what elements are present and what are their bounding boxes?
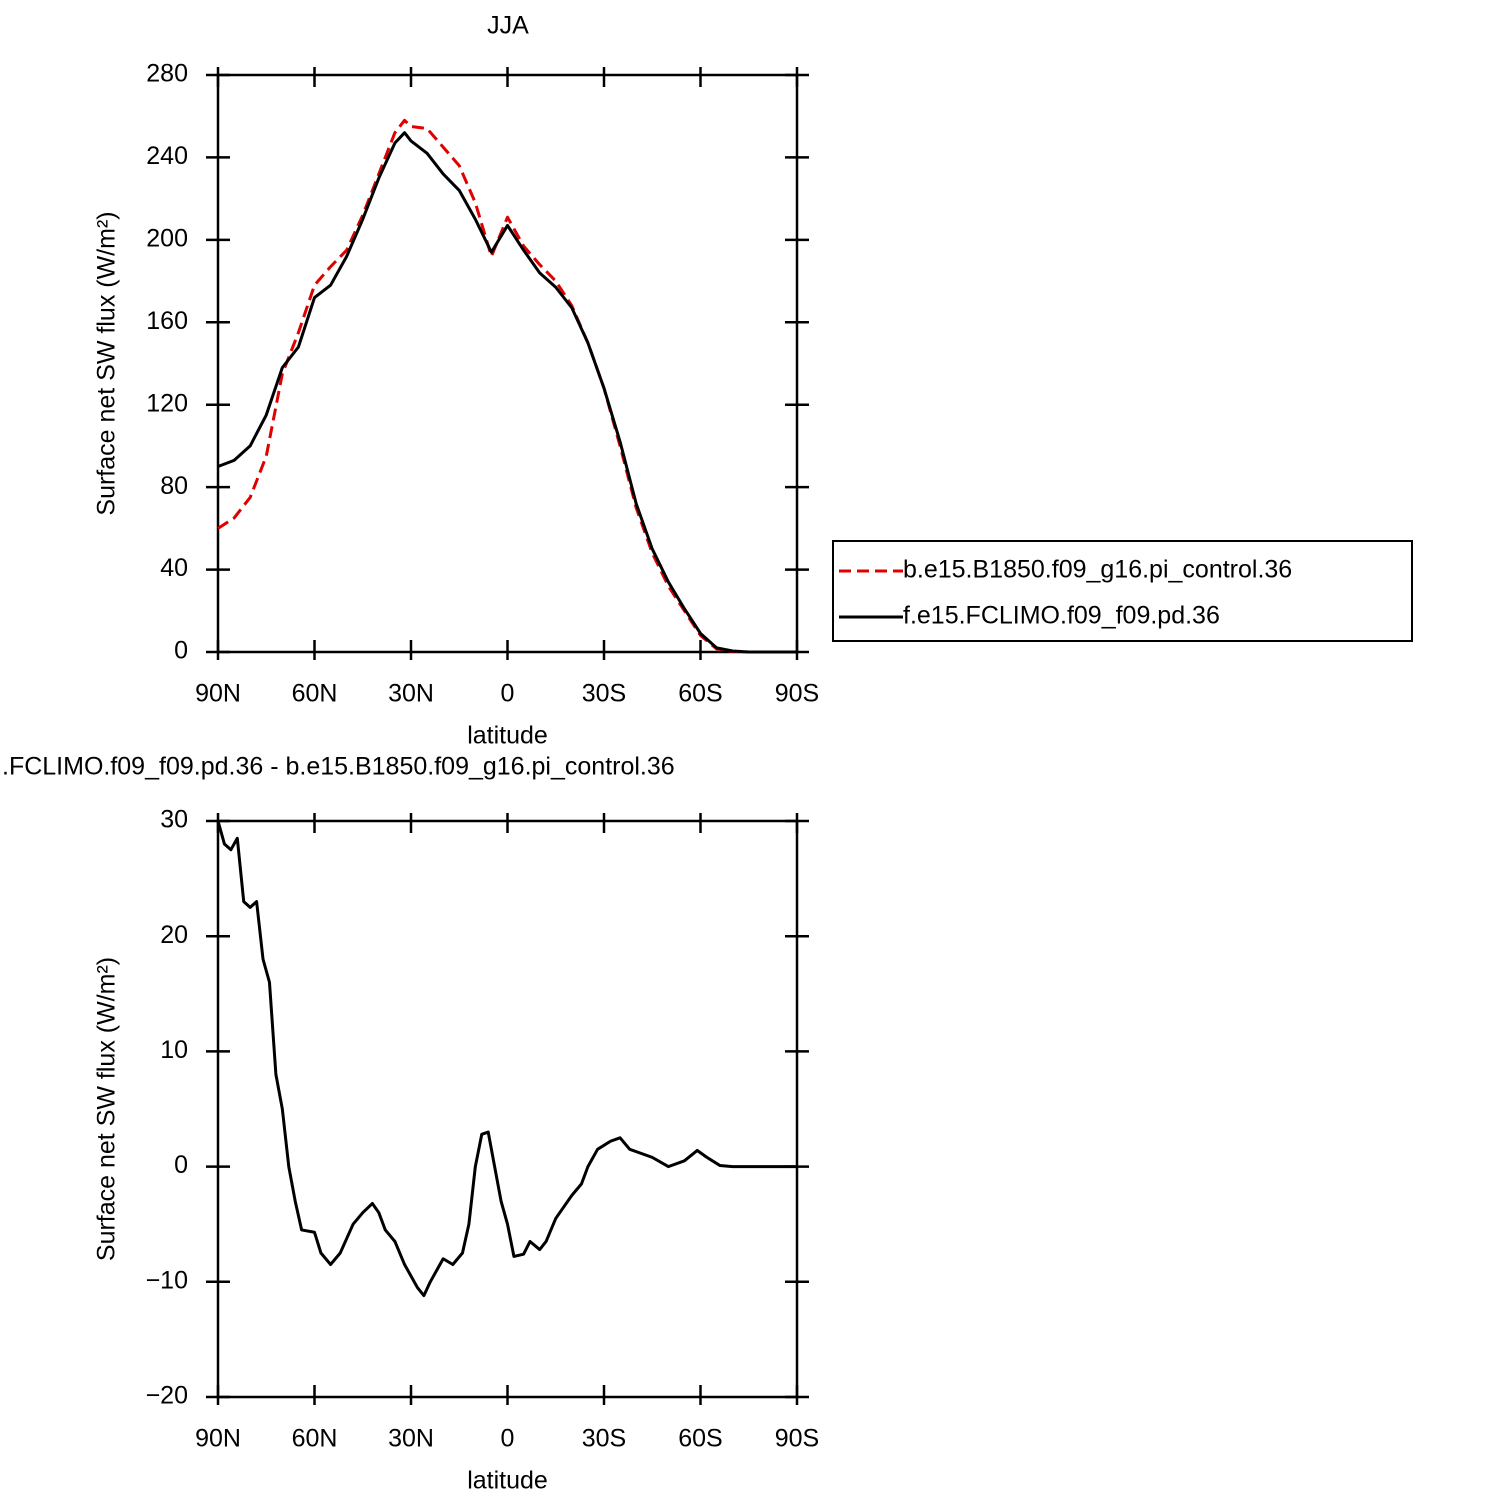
legend-label: b.e15.B1850.f09_g16.pi_control.36	[903, 556, 1292, 584]
x-tick-label: 90S	[775, 680, 819, 708]
y-tick-label: 30	[160, 806, 188, 834]
plot-frame	[216, 73, 799, 654]
x-tick-label: 90N	[195, 680, 241, 708]
x-tick-label: 30N	[388, 680, 434, 708]
x-tick-label: 60N	[292, 680, 338, 708]
y-tick-label: −10	[146, 1266, 188, 1294]
x-axis-label: latitude	[467, 1467, 548, 1495]
y-tick-label: 160	[146, 307, 188, 335]
y-axis-label: Surface net SW flux (W/m²)	[93, 957, 121, 1261]
x-tick-label: 90S	[775, 1425, 819, 1453]
y-tick-label: 0	[174, 1151, 188, 1179]
y-tick-label: 80	[160, 472, 188, 500]
y-tick-label: 20	[160, 921, 188, 949]
legend-box	[832, 540, 1413, 642]
x-tick-label: 60S	[678, 680, 722, 708]
legend-label: f.e15.FCLIMO.f09_f09.pd.36	[903, 602, 1220, 630]
data-line	[216, 820, 797, 1298]
x-tick-label: 30S	[582, 680, 626, 708]
x-tick-label: 30N	[388, 1425, 434, 1453]
y-tick-label: 40	[160, 554, 188, 582]
y-tick-label: 0	[174, 637, 188, 665]
y-tick-label: 240	[146, 142, 188, 170]
x-tick-label: 0	[501, 680, 515, 708]
data-line	[217, 118, 797, 654]
x-tick-label: 30S	[582, 1425, 626, 1453]
y-axis-label: Surface net SW flux (W/m²)	[93, 211, 121, 515]
x-tick-label: 60N	[292, 1425, 338, 1453]
x-axis-label: latitude	[467, 722, 548, 750]
x-tick-label: 0	[501, 1425, 515, 1453]
y-tick-label: 10	[160, 1036, 188, 1064]
chart-title: .FCLIMO.f09_f09.pd.36 - b.e15.B1850.f09_…	[2, 753, 675, 781]
y-tick-label: −20	[146, 1382, 188, 1410]
y-tick-label: 120	[146, 389, 188, 417]
y-tick-label: 280	[146, 60, 188, 88]
data-line	[217, 131, 797, 654]
x-tick-label: 90N	[195, 1425, 241, 1453]
plot-frame	[216, 819, 799, 1399]
x-tick-label: 60S	[678, 1425, 722, 1453]
y-tick-label: 200	[146, 224, 188, 252]
chart-title: JJA	[487, 12, 529, 40]
